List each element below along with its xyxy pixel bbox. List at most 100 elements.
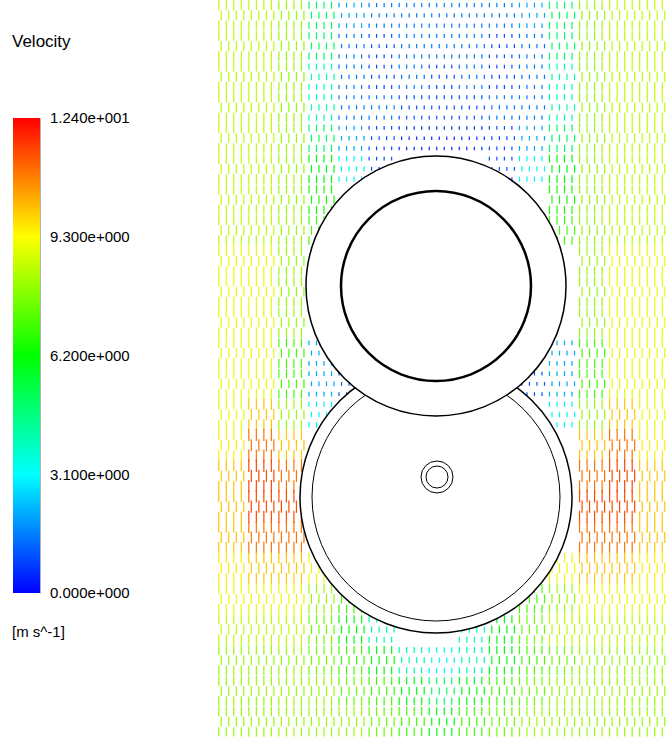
colorbar-tick: 9.300e+000	[40, 228, 130, 245]
upper-cylinder	[306, 156, 566, 416]
velocity-vectors	[249, 276, 274, 307]
velocity-vectors	[489, 65, 514, 89]
velocity-vectors	[610, 429, 635, 461]
velocity-vectors	[249, 215, 274, 245]
velocity-vectors	[309, 707, 334, 737]
velocity-vectors	[549, 124, 574, 152]
velocity-vectors	[519, 646, 544, 675]
velocity-vectors	[219, 307, 244, 338]
velocity-vectors	[640, 676, 665, 706]
velocity-vectors	[549, 614, 574, 644]
velocity-vectors	[610, 399, 635, 431]
velocity-vectors	[279, 430, 304, 462]
colorbar-title: Velocity	[12, 32, 71, 51]
colorbar-tick-label: 0.000e+000	[50, 584, 130, 601]
velocity-vectors	[489, 646, 514, 674]
colorbar-unit: [m s^-1]	[12, 623, 65, 640]
velocity-vectors	[519, 126, 544, 151]
velocity-vectors	[279, 0, 304, 30]
velocity-vectors	[580, 31, 605, 61]
velocity-vectors	[610, 0, 635, 30]
velocity-vectors	[279, 185, 304, 215]
velocity-vectors	[309, 371, 334, 396]
velocity-vectors	[309, 615, 334, 645]
velocity-vectors	[399, 677, 424, 705]
velocity-vectors	[309, 155, 334, 183]
velocity-vectors	[580, 552, 605, 584]
velocity-vectors	[549, 94, 574, 121]
velocity-vectors	[489, 3, 514, 28]
velocity-vectors	[429, 126, 454, 150]
velocity-vectors	[399, 64, 424, 89]
velocity-vectors	[610, 490, 635, 523]
velocity-vectors	[279, 645, 304, 675]
velocity-vectors	[249, 92, 274, 122]
velocity-vectors	[610, 184, 635, 214]
velocity-vectors	[369, 707, 394, 737]
velocity-vectors	[610, 307, 635, 338]
velocity-vectors	[640, 215, 665, 245]
velocity-vectors	[309, 2, 334, 30]
velocity-vectors	[489, 95, 514, 120]
velocity-vectors	[279, 246, 304, 276]
velocity-vectors	[399, 95, 424, 119]
velocity-vectors	[429, 647, 454, 673]
velocity-vectors	[610, 338, 635, 369]
velocity-vectors	[309, 645, 334, 675]
velocity-vectors	[580, 490, 605, 523]
velocity-vectors	[429, 95, 454, 119]
velocity-vectors	[640, 368, 665, 399]
velocity-vectors	[610, 552, 635, 584]
velocity-vectors	[219, 430, 244, 461]
velocity-vectors	[249, 399, 274, 431]
velocity-vectors	[459, 3, 484, 28]
velocity-vectors	[249, 184, 274, 214]
velocity-vectors	[580, 62, 605, 92]
velocity-vectors	[580, 400, 605, 430]
velocity-vectors	[339, 64, 364, 89]
velocity-vectors	[369, 34, 394, 58]
velocity-vectors	[459, 677, 484, 705]
velocity-vectors	[429, 3, 454, 28]
velocity-vectors	[219, 31, 244, 61]
velocity-vectors	[339, 615, 364, 643]
velocity-vectors	[249, 429, 274, 461]
velocity-vectors	[249, 707, 274, 737]
velocity-vectors	[309, 63, 334, 90]
velocity-vectors	[459, 95, 484, 119]
velocity-vectors	[459, 707, 484, 736]
velocity-vectors	[640, 123, 665, 153]
velocity-vectors	[219, 0, 244, 30]
velocity-vectors	[219, 614, 244, 644]
velocity-vectors	[219, 460, 244, 492]
velocity-vectors	[219, 123, 244, 153]
velocity-vectors	[279, 31, 304, 61]
velocity-vectors	[219, 645, 244, 675]
velocity-vectors	[549, 402, 574, 428]
colorbar-tick-label: 9.300e+000	[50, 228, 130, 245]
velocity-vectors	[249, 62, 274, 92]
velocity-vectors	[369, 646, 394, 674]
velocity-vectors	[399, 126, 424, 150]
velocity-vectors	[549, 707, 574, 737]
velocity-vectors	[580, 430, 605, 462]
velocity-vectors	[249, 490, 274, 523]
velocity-vectors	[610, 368, 635, 399]
velocity-vectors	[580, 154, 605, 184]
velocity-vectors	[519, 34, 544, 59]
velocity-vectors	[549, 584, 574, 614]
velocity-vectors	[640, 62, 665, 92]
shaft-outer	[421, 461, 453, 493]
velocity-vectors	[640, 614, 665, 644]
velocity-vectors	[549, 676, 574, 706]
velocity-vectors	[369, 65, 394, 89]
velocity-vectors	[279, 154, 304, 184]
velocity-vectors	[309, 32, 334, 60]
velocity-vectors	[429, 677, 454, 705]
velocity-vectors	[219, 399, 244, 430]
velocity-vectors	[549, 371, 574, 396]
velocity-vectors	[640, 154, 665, 184]
velocity-vectors	[489, 126, 514, 150]
velocity-vectors	[279, 521, 304, 553]
velocity-vectors	[369, 676, 394, 705]
